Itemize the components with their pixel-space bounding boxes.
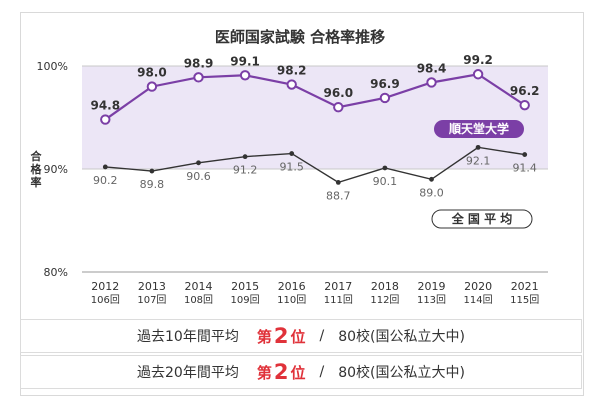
rank-prefix: 第 — [256, 327, 272, 346]
y-axis-label: 率 — [31, 175, 42, 189]
y-tick-label: 90% — [44, 163, 68, 176]
data-point — [102, 164, 108, 170]
rank-number: 2 — [273, 360, 289, 384]
data-label: 96.0 — [323, 86, 353, 100]
data-label: 89.8 — [140, 178, 165, 191]
data-point — [519, 99, 530, 111]
data-point — [239, 70, 251, 81]
data-label: 92.1 — [466, 154, 491, 167]
x-tick-sublabel: 110回 — [277, 294, 306, 306]
line-chart: 医師国家試験 合格率推移 80%90%100%合格率2012106回201310… — [31, 28, 548, 306]
x-tick-label: 2020 — [464, 280, 492, 293]
data-point — [426, 77, 437, 88]
data-label: 90.6 — [186, 170, 211, 183]
y-axis-label: 格 — [31, 162, 43, 176]
summary-row-10yr: 過去10年間平均 第 2 位 / 80校(国公私立大中) — [20, 319, 582, 353]
chart-title: 医師国家試験 合格率推移 — [215, 28, 385, 46]
x-tick-label: 2018 — [371, 280, 399, 293]
summary-label: 過去20年間平均 — [137, 365, 239, 381]
data-point — [333, 102, 344, 113]
data-point — [286, 79, 297, 90]
data-label: 91.4 — [512, 162, 537, 175]
x-tick-label: 2016 — [278, 280, 306, 293]
x-tick-label: 2021 — [511, 280, 539, 293]
summary-total: 80校(国公私立大中) — [338, 365, 465, 381]
data-label: 90.2 — [93, 174, 118, 187]
rank-suffix: 位 — [290, 327, 306, 346]
data-point — [472, 69, 484, 80]
data-label: 90.1 — [373, 175, 398, 188]
data-point — [382, 165, 388, 171]
rank-prefix: 第 — [256, 363, 272, 382]
rank-number: 2 — [273, 324, 289, 348]
y-tick-label: 80% — [44, 266, 68, 279]
series-line-juntendo — [104, 73, 526, 121]
x-tick-sublabel: 109回 — [231, 294, 260, 306]
band-90-100 — [82, 66, 548, 169]
legend-badge-juntendo — [434, 120, 524, 138]
data-point — [196, 160, 201, 166]
data-point — [335, 179, 341, 185]
x-tick-sublabel: 107回 — [137, 294, 166, 306]
summary-label: 過去10年間平均 — [137, 329, 239, 345]
x-tick-label: 2017 — [324, 280, 352, 293]
series-line-national — [105, 146, 525, 184]
x-tick-label: 2015 — [231, 280, 259, 293]
x-tick-sublabel: 111回 — [324, 294, 353, 306]
data-label: 98.4 — [417, 61, 447, 75]
x-tick-sublabel: 114回 — [464, 294, 493, 306]
data-label: 98.0 — [137, 66, 167, 80]
data-label: 99.1 — [230, 54, 260, 68]
data-label: 99.2 — [463, 53, 493, 67]
legend-label-national: 全 国 平 均 — [451, 211, 513, 226]
rank-suffix: 位 — [290, 363, 306, 382]
data-label: 91.2 — [233, 164, 258, 177]
data-point — [522, 152, 528, 157]
slash-separator: / — [319, 328, 325, 344]
rank-summary: 過去10年間平均 第 2 位 / 80校(国公私立大中) 過去20年間平均 第 … — [0, 314, 600, 400]
data-point — [429, 176, 434, 182]
legend-badge-national — [431, 209, 533, 229]
data-label: 96.2 — [510, 84, 540, 98]
x-tick-sublabel: 106回 — [91, 294, 120, 306]
y-axis-label: 合 — [31, 149, 43, 163]
x-tick-sublabel: 113回 — [417, 294, 446, 306]
data-label: 89.0 — [419, 186, 444, 199]
data-point — [100, 114, 111, 125]
data-point — [289, 151, 295, 156]
x-tick-label: 2019 — [418, 280, 446, 293]
data-point — [149, 168, 155, 174]
summary-total: 80校(国公私立大中) — [338, 329, 465, 345]
x-tick-sublabel: 108回 — [184, 294, 213, 306]
data-label: 98.9 — [184, 56, 214, 70]
data-point — [242, 154, 248, 160]
x-tick-label: 2012 — [91, 280, 119, 293]
data-label: 94.8 — [90, 99, 120, 113]
x-tick-label: 2013 — [138, 280, 166, 293]
y-tick-label: 100% — [37, 60, 68, 73]
summary-row-20yr: 過去20年間平均 第 2 位 / 80校(国公私立大中) — [20, 355, 582, 389]
x-tick-sublabel: 112回 — [370, 294, 399, 306]
data-label: 91.5 — [279, 161, 304, 174]
x-tick-sublabel: 115回 — [510, 294, 539, 306]
data-point — [193, 72, 204, 83]
data-point — [146, 81, 158, 92]
data-point — [475, 144, 481, 150]
legend-label-juntendo: 順天堂大学 — [448, 121, 509, 136]
x-tick-label: 2014 — [185, 280, 213, 293]
data-label: 88.7 — [326, 189, 351, 202]
data-label: 96.9 — [370, 77, 400, 91]
slash-separator: / — [319, 364, 325, 380]
data-label: 98.2 — [277, 64, 307, 78]
data-point — [379, 92, 391, 104]
